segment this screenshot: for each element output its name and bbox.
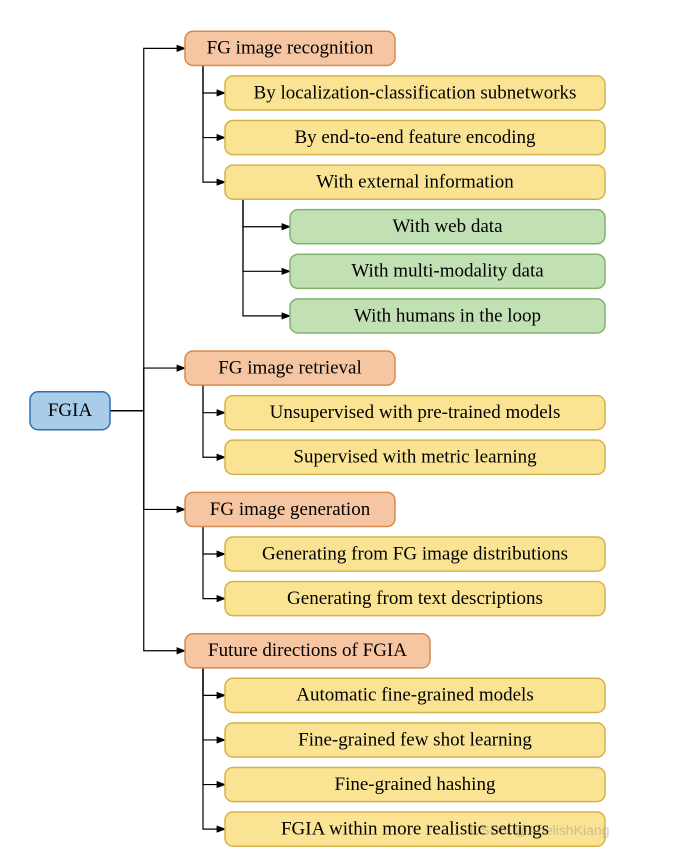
node-label: Unsupervised with pre-trained models: [270, 402, 561, 423]
connector: [243, 199, 290, 227]
node-label: Generating from text descriptions: [287, 588, 543, 609]
node-label: Future directions of FGIA: [208, 640, 407, 661]
node-label: FGIA: [48, 400, 93, 421]
node-label: Generating from FG image distributions: [262, 543, 568, 564]
connector: [110, 368, 185, 411]
connector: [203, 668, 225, 740]
node-cat2: FG image retrieval: [185, 351, 395, 385]
node-c1l3b: With multi-modality data: [290, 254, 605, 288]
node-cat1: FG image recognition: [185, 31, 395, 65]
node-c4l1: Automatic fine-grained models: [225, 678, 605, 712]
node-label: By end-to-end feature encoding: [294, 127, 536, 148]
node-c3l2: Generating from text descriptions: [225, 582, 605, 616]
node-label: Automatic fine-grained models: [296, 685, 533, 706]
diagram-container: FGIA FG image recognition By localization-…: [0, 0, 673, 850]
node-c1l3c: With humans in the loop: [290, 299, 605, 333]
node-cat4: Future directions of FGIA: [185, 634, 430, 668]
node-root: FGIA: [30, 392, 110, 430]
node-label: With web data: [392, 216, 503, 237]
node-c1l1: By localization-classification subnetwor…: [225, 76, 605, 110]
node-label: Fine-grained few shot learning: [298, 729, 532, 750]
connector: [243, 199, 290, 271]
connector: [203, 65, 225, 182]
connector: [203, 385, 225, 413]
node-c3l1: Generating from FG image distributions: [225, 537, 605, 571]
node-label: With multi-modality data: [351, 261, 544, 282]
connector: [203, 668, 225, 696]
node-label: Supervised with metric learning: [293, 447, 537, 468]
watermark-text: CSDN @AnelishKiang: [470, 822, 610, 838]
node-c2l2: Supervised with metric learning: [225, 440, 605, 474]
node-label: With humans in the loop: [354, 305, 541, 326]
node-c2l1: Unsupervised with pre-trained models: [225, 396, 605, 430]
node-label: Fine-grained hashing: [335, 774, 496, 795]
node-label: By localization-classification subnetwor…: [254, 82, 577, 103]
node-c4l2: Fine-grained few shot learning: [225, 723, 605, 757]
connector: [203, 668, 225, 829]
connector: [110, 411, 185, 510]
connector: [110, 411, 185, 651]
connector: [203, 527, 225, 599]
connector: [203, 527, 225, 555]
node-c1l2: By end-to-end feature encoding: [225, 120, 605, 154]
node-c1l3a: With web data: [290, 210, 605, 244]
node-c1l3: With external information: [225, 165, 605, 199]
node-label: FG image generation: [210, 499, 371, 520]
connector: [243, 199, 290, 316]
node-c4l3: Fine-grained hashing: [225, 767, 605, 801]
connector: [203, 385, 225, 457]
node-cat3: FG image generation: [185, 492, 395, 526]
connector: [203, 668, 225, 785]
tree-diagram: FGIA FG image recognition By localization-…: [0, 0, 673, 850]
connector: [110, 48, 185, 410]
connector: [203, 65, 225, 93]
node-label: FG image retrieval: [218, 357, 362, 378]
node-label: FG image recognition: [207, 38, 374, 59]
connector: [203, 65, 225, 137]
node-label: With external information: [316, 172, 514, 193]
